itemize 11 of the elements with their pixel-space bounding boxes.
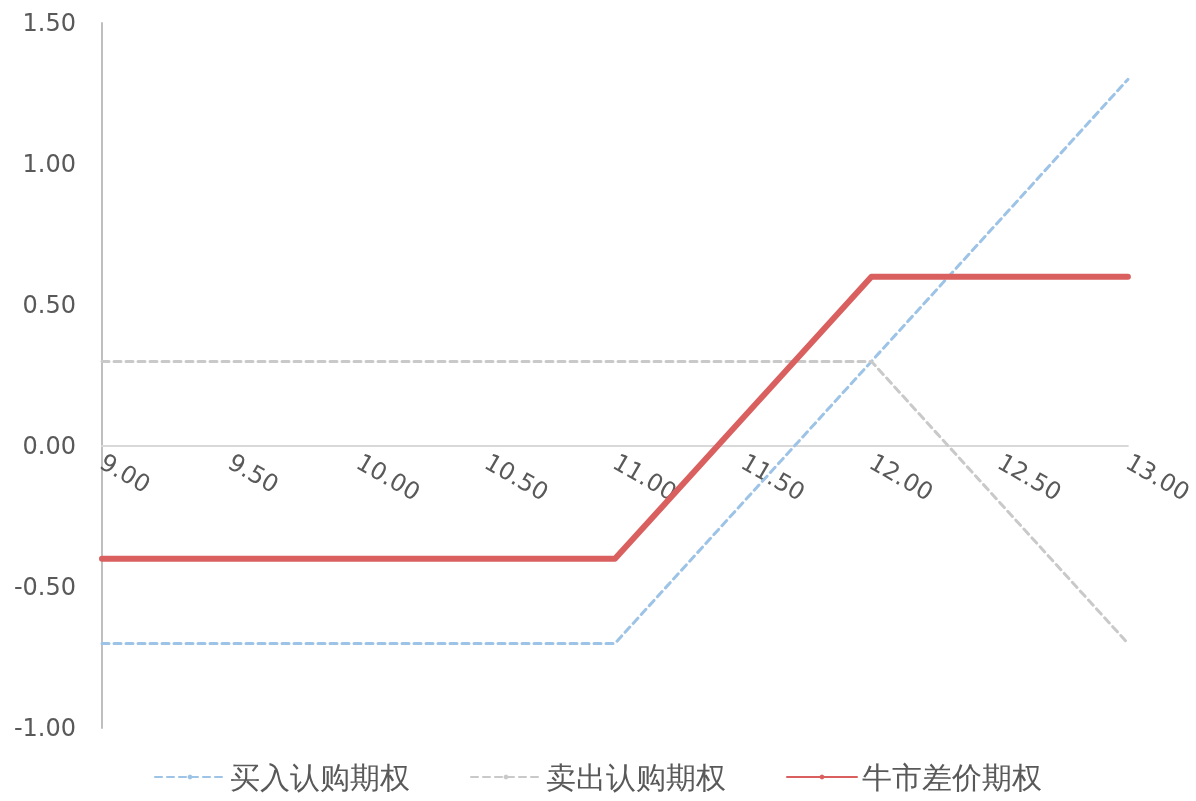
y-tick-label: 1.00 <box>22 150 76 178</box>
legend-label: 卖出认购期权 <box>546 759 726 795</box>
y-tick-label: -1.00 <box>13 714 76 742</box>
x-tick-label: 9.50 <box>223 447 284 499</box>
y-tick-label: -0.50 <box>13 573 76 601</box>
legend-label: 买入认购期权 <box>230 759 410 795</box>
y-tick-label: 0.50 <box>22 291 76 319</box>
x-tick-label: 9.00 <box>95 447 156 499</box>
legend-label: 牛市差价期权 <box>862 759 1042 795</box>
y-tick-label: 0.00 <box>22 432 76 460</box>
y-tick-label: 1.50 <box>22 9 76 37</box>
